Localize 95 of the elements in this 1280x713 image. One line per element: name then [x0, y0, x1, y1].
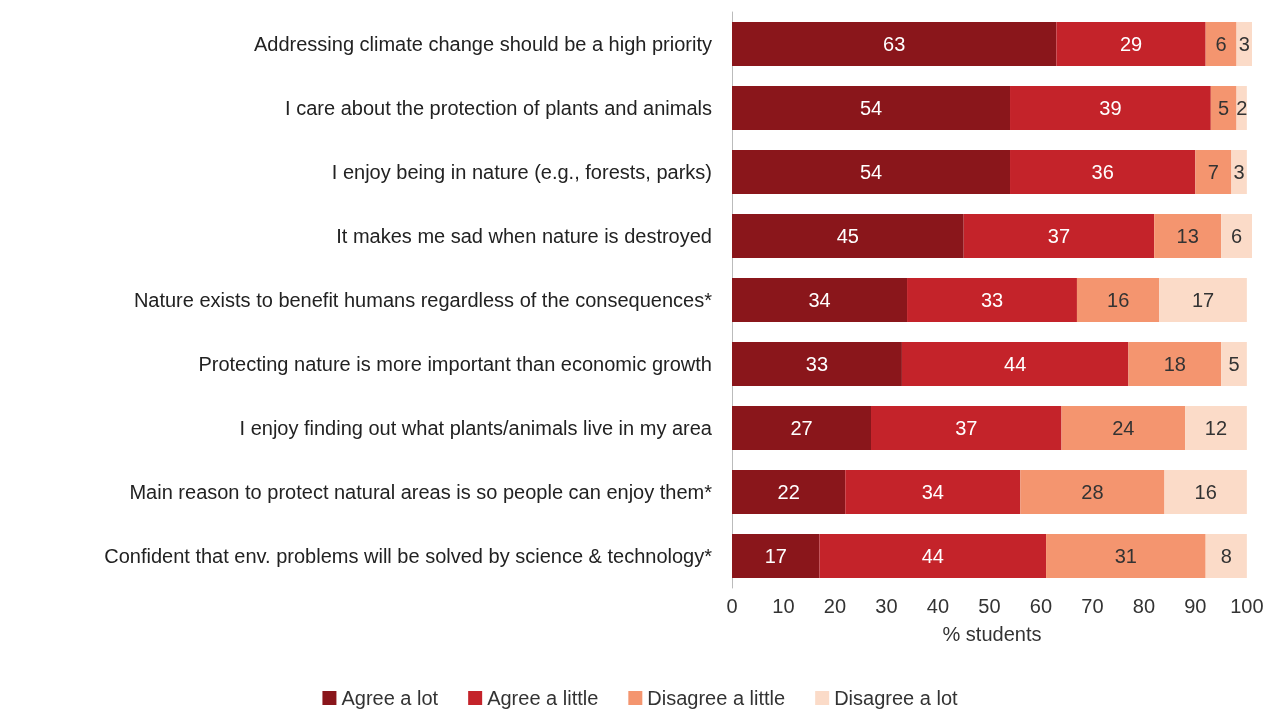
bar — [1010, 150, 1196, 194]
data-label: 3 — [1233, 161, 1245, 183]
bar — [1195, 150, 1232, 194]
data-label: 29 — [1119, 33, 1143, 55]
x-tick-label: 60 — [1029, 595, 1053, 617]
bar — [1185, 406, 1247, 450]
x-tick-label: 10 — [772, 595, 795, 617]
data-label: 17 — [764, 545, 787, 567]
bar — [732, 534, 820, 578]
data-label: 34 — [808, 289, 831, 311]
x-axis-title: % students — [942, 623, 1042, 645]
data-label: 63 — [883, 33, 906, 55]
y-tick-label: I enjoy being in nature (e.g., forests, parks) — [331, 161, 712, 183]
data-label: 39 — [1099, 97, 1122, 119]
bar — [1061, 406, 1186, 450]
bar — [732, 150, 1011, 194]
legend-label: Agree a lot — [341, 687, 439, 709]
data-label: 6 — [1215, 33, 1227, 55]
y-tick-label: Main reason to protect natural areas is so people can enjoy them* — [129, 481, 713, 503]
x-tick-label: 40 — [926, 595, 950, 617]
bar — [1154, 214, 1222, 258]
bar — [1210, 86, 1237, 130]
data-label: 12 — [1204, 417, 1228, 439]
x-tick-label: 20 — [823, 595, 847, 617]
data-label: 2 — [1236, 97, 1248, 119]
bar — [1231, 150, 1247, 194]
bar — [1056, 22, 1206, 66]
data-label: 37 — [1047, 225, 1071, 247]
bar — [907, 278, 1077, 322]
data-label: 28 — [1081, 481, 1104, 503]
x-tick-label: 50 — [978, 595, 1001, 617]
x-tick-label: 80 — [1132, 595, 1156, 617]
x-tick-label: 100 — [1230, 595, 1264, 617]
y-tick-label: Protecting nature is more important than economic growth — [198, 353, 712, 375]
bar — [732, 470, 846, 514]
bar — [732, 278, 908, 322]
bar — [732, 342, 902, 386]
data-label: 13 — [1176, 225, 1199, 247]
bar — [963, 214, 1155, 258]
legend-label: Agree a little — [487, 687, 599, 709]
bar — [732, 406, 872, 450]
bar — [1046, 534, 1206, 578]
data-label: 36 — [1091, 161, 1114, 183]
data-label: 7 — [1207, 161, 1219, 183]
data-label: 33 — [980, 289, 1004, 311]
data-label: 5 — [1218, 97, 1230, 119]
y-tick-label: Nature exists to benefit humans regardless of the consequences* — [133, 289, 713, 311]
bar — [1221, 214, 1252, 258]
data-label: 16 — [1194, 481, 1217, 503]
data-label: 6 — [1230, 225, 1243, 247]
data-label: 37 — [955, 417, 978, 439]
bar — [1205, 534, 1247, 578]
data-label: 5 — [1228, 353, 1240, 375]
y-tick-label: Confident that env. problems will be solved by science & technology* — [104, 545, 713, 567]
data-label: 17 — [1191, 289, 1215, 311]
bar — [1159, 278, 1247, 322]
data-label: 31 — [1114, 545, 1137, 567]
x-tick-label: 30 — [875, 595, 898, 617]
data-label: 44 — [1004, 353, 1027, 375]
bar — [1020, 470, 1165, 514]
bar — [901, 342, 1129, 386]
data-label: 3 — [1238, 33, 1250, 55]
bar — [732, 22, 1057, 66]
bar — [1164, 470, 1247, 514]
y-tick-label: It makes me sad when nature is destroyed — [336, 225, 712, 247]
data-label: 18 — [1163, 353, 1186, 375]
bar — [1076, 278, 1160, 322]
data-label: 34 — [921, 481, 944, 503]
bar — [732, 214, 964, 258]
bar — [1010, 86, 1211, 130]
y-tick-label: I enjoy finding out what plants/animals live in my area — [239, 417, 713, 439]
x-tick-label: 90 — [1184, 595, 1207, 617]
data-label: 8 — [1220, 545, 1232, 567]
legend-label: Disagree a lot — [834, 687, 959, 709]
bar — [871, 406, 1062, 450]
x-tick-label: 70 — [1081, 595, 1104, 617]
data-label: 22 — [777, 481, 800, 503]
bar — [1128, 342, 1222, 386]
data-label: 33 — [805, 353, 829, 375]
data-label: 16 — [1107, 289, 1130, 311]
y-tick-label: I care about the protection of plants and animals — [285, 97, 712, 119]
data-label: 54 — [859, 97, 883, 119]
bar — [1221, 342, 1247, 386]
x-tick-label: 0 — [726, 595, 738, 617]
data-label: 54 — [859, 161, 883, 183]
bar — [819, 534, 1047, 578]
y-tick-label: Addressing climate change should be a high priority — [253, 33, 712, 55]
bar — [845, 470, 1021, 514]
bar — [732, 86, 1011, 130]
data-label: 24 — [1112, 417, 1135, 439]
legend-label: Disagree a little — [647, 687, 786, 709]
data-label: 45 — [836, 225, 859, 247]
bar — [1205, 22, 1237, 66]
data-label: 44 — [921, 545, 944, 567]
data-label: 27 — [790, 417, 813, 439]
